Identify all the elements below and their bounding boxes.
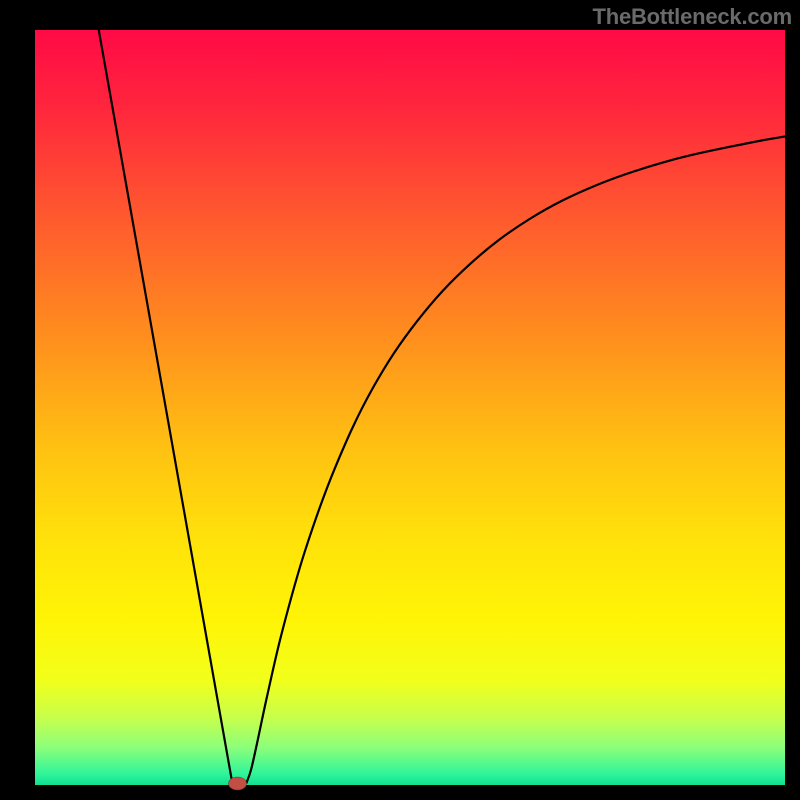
heatmap-gradient	[35, 30, 785, 785]
bottleneck-chart: TheBottleneck.com	[0, 0, 800, 800]
watermark-text: TheBottleneck.com	[592, 4, 792, 30]
bottleneck-minimum-marker	[229, 777, 247, 790]
chart-canvas	[0, 0, 800, 800]
